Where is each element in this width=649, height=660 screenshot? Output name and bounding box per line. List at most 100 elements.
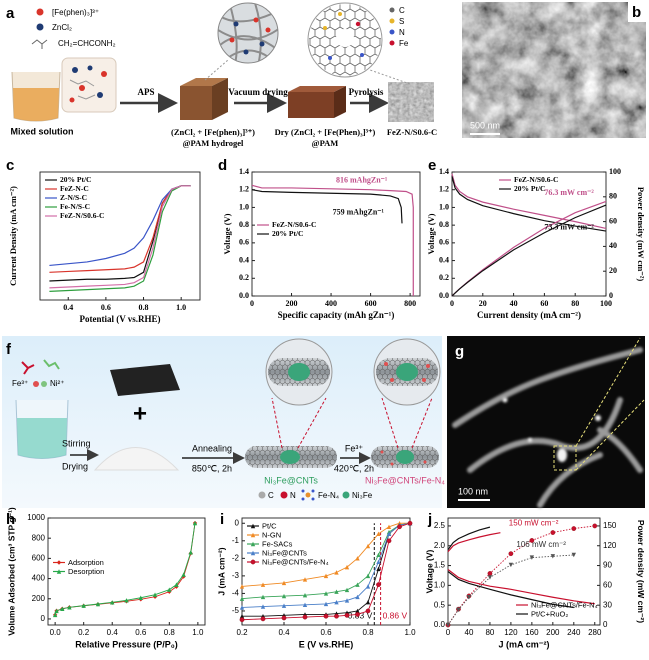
x-tick-label: 80 [571, 299, 579, 308]
series-line [49, 185, 191, 289]
x-axis-label: J (mA cm⁻²) [499, 639, 550, 649]
x-tick-label: 280 [588, 628, 602, 637]
y-tick-label: 2.0 [434, 541, 446, 550]
step: 420℃, 2h [334, 463, 374, 473]
marker [260, 594, 266, 600]
stage: @PAM [312, 138, 339, 148]
liquid [13, 88, 59, 121]
x-tick-label: 0.8 [164, 628, 176, 637]
marker [456, 607, 461, 613]
product: Ni₃Fe@CNTs/Fe-N₄ [365, 475, 445, 485]
marker [239, 596, 245, 601]
y-axis-label: J (mA cm⁻²) [216, 547, 226, 595]
plot-frame [39, 171, 201, 301]
icon [33, 381, 39, 387]
marker [110, 600, 115, 605]
series-line [251, 189, 403, 224]
y-tick-label: 0.8 [239, 220, 249, 229]
marker [376, 559, 381, 565]
reference-label: 0.86 V [383, 610, 408, 620]
marker [365, 608, 371, 614]
step: Stirring [62, 438, 91, 448]
reagent: CH₂=CHCONH₂ [58, 39, 116, 48]
legend-marker [56, 560, 62, 565]
marker [81, 603, 86, 608]
background [2, 336, 442, 508]
y-tick-label: 1.2 [239, 185, 249, 194]
icon [389, 7, 395, 13]
zoom-line [271, 397, 283, 449]
powder [93, 447, 180, 471]
y-tick-label: -1 [232, 536, 240, 545]
marker [334, 589, 339, 594]
y-tick-label: 0.2 [439, 273, 449, 282]
legend-text: Pt/C+RuO₂ [531, 609, 568, 618]
series-line [447, 525, 595, 626]
icon [301, 489, 315, 501]
icon [41, 381, 47, 387]
marker [355, 612, 360, 617]
x-axis-label: E (V vs.RHE) [299, 639, 354, 649]
marker [138, 595, 143, 600]
legend-marker [56, 569, 62, 574]
molecules [69, 79, 96, 100]
x-tick-label: 160 [525, 628, 539, 637]
y-tick-label: 0.2 [239, 273, 249, 282]
series-line [251, 184, 414, 296]
marker [334, 599, 339, 605]
step: Vacuum drying [228, 87, 288, 97]
icon [342, 491, 350, 499]
atom-legend: S [399, 17, 404, 26]
y-tick-label: -2 [232, 553, 240, 562]
y-axis-label: Voltage (V) [222, 213, 232, 254]
icon [389, 40, 395, 46]
legend-text: Pt/C [262, 521, 277, 530]
x-tick-label: 40 [510, 299, 518, 308]
y-axis-label: Voltage (V) [426, 213, 436, 254]
marker [365, 573, 371, 579]
x-tick-label: 0.6 [320, 628, 332, 637]
marker [188, 550, 193, 555]
marker [508, 562, 514, 568]
step: 850℃, 2h [192, 463, 232, 473]
legend-text: C [268, 491, 274, 500]
scale-label: 500 nm [470, 120, 500, 130]
marker [302, 577, 308, 582]
legend-text: FeZ-N/S0.6-C [272, 220, 316, 229]
marker [334, 570, 339, 575]
marker [344, 598, 350, 603]
marker [445, 622, 451, 628]
step: Fe³⁺ [345, 443, 364, 453]
reagent: ZnCl₂ [52, 23, 72, 32]
x-axis-label: Relative Pressure (P/P₀) [75, 639, 178, 649]
x-tick-label: 0.6 [101, 303, 111, 312]
panel-label: c [6, 157, 14, 174]
stage: (ZnCl₂ + [Fe(phen)₃]³⁺) [171, 127, 255, 137]
series-line [447, 532, 501, 553]
product: Ni₃Fe@CNTs [264, 475, 318, 485]
y2-tick-label: 20 [609, 266, 617, 275]
step: APS [137, 87, 154, 97]
ion: Fe³⁺ [12, 379, 28, 388]
legend-text: Ni₃Fe@CNTs/Fe-N₄ [531, 600, 598, 609]
y-tick-label: 1.2 [439, 185, 449, 194]
scale-label: 100 nm [458, 486, 488, 496]
legend-text: Z-N/S-C [60, 193, 87, 202]
icon [280, 491, 288, 499]
y2-tick-label: 90 [603, 561, 612, 570]
marker [386, 531, 392, 536]
marker [508, 551, 514, 557]
series-line [447, 571, 574, 609]
stage: FeZ-N/S0.6-C [387, 127, 437, 137]
marker [239, 605, 245, 610]
icon [31, 39, 48, 49]
marker [54, 608, 59, 614]
series-line [451, 200, 607, 297]
y-tick-label: 800 [32, 533, 46, 542]
legend-text: Fe-N₄ [318, 491, 339, 500]
x-axis-label: Potential (V vs.RHE) [79, 314, 160, 324]
legend-text: 20% Pt/C [514, 184, 545, 193]
x-tick-label: 0.2 [78, 628, 90, 637]
marker [52, 612, 58, 618]
